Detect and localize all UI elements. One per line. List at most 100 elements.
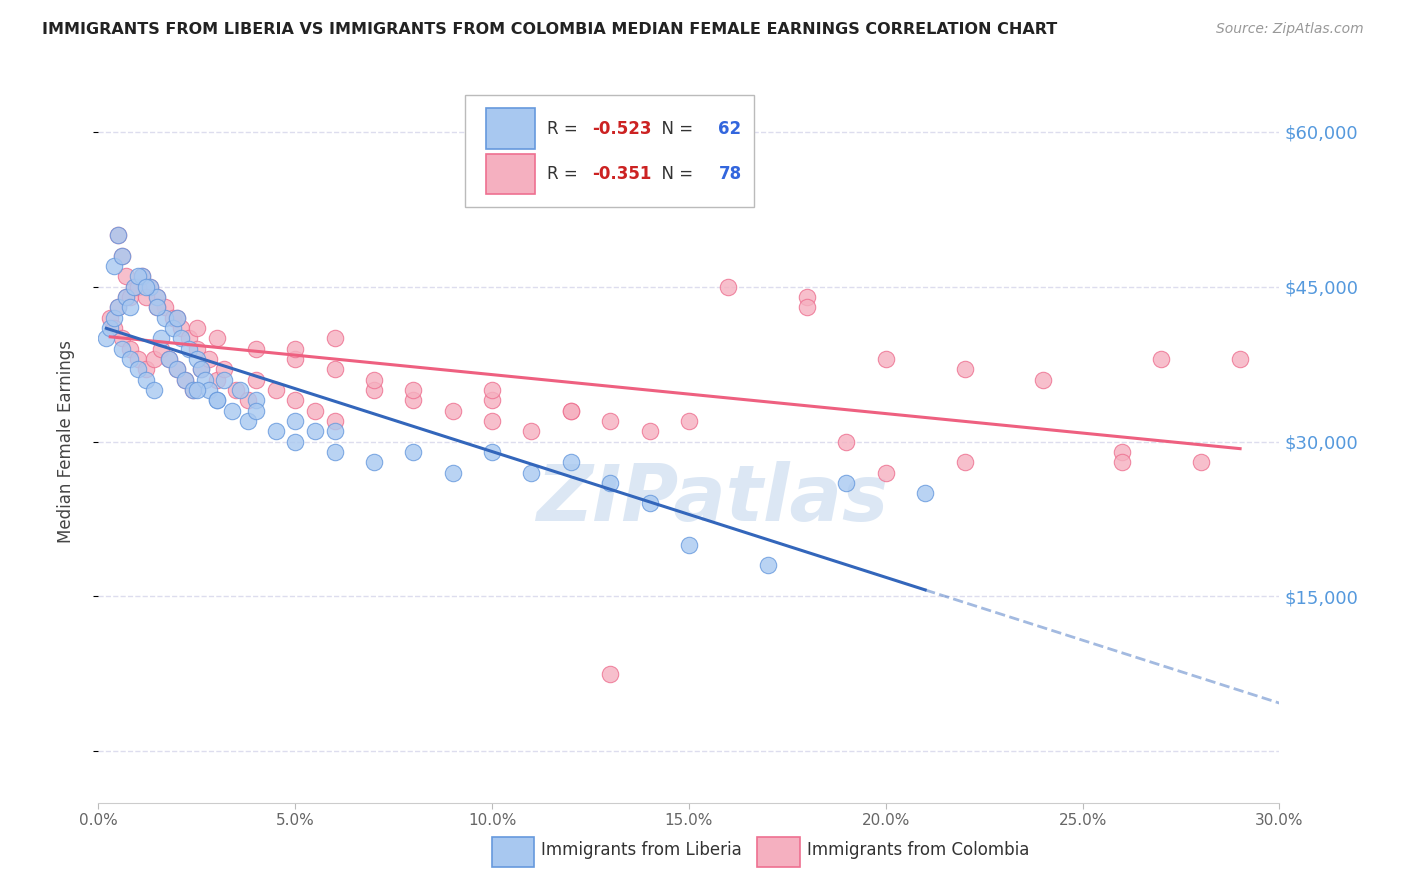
- Point: [157, 351, 180, 366]
- Point: [122, 279, 145, 293]
- Point: [1150, 351, 1173, 366]
- Text: -0.351: -0.351: [592, 165, 651, 183]
- Point: [599, 414, 621, 428]
- Point: [205, 393, 228, 408]
- Point: [323, 362, 346, 376]
- Point: [205, 393, 228, 408]
- Point: [157, 351, 180, 366]
- Point: [155, 301, 177, 315]
- Point: [107, 228, 129, 243]
- Point: [225, 383, 247, 397]
- Point: [363, 455, 385, 469]
- Point: [181, 383, 204, 397]
- Point: [638, 424, 661, 438]
- Point: [796, 301, 818, 315]
- Point: [599, 475, 621, 490]
- Point: [323, 414, 346, 428]
- Point: [560, 403, 582, 417]
- Point: [560, 455, 582, 469]
- Point: [441, 403, 464, 417]
- Point: [174, 373, 197, 387]
- Point: [205, 331, 228, 345]
- Point: [98, 310, 121, 325]
- Point: [264, 383, 287, 397]
- Point: [131, 269, 153, 284]
- Text: Immigrants from Liberia: Immigrants from Liberia: [541, 841, 742, 859]
- Point: [835, 434, 858, 449]
- Point: [142, 383, 165, 397]
- Point: [363, 383, 385, 397]
- Point: [221, 403, 243, 417]
- Point: [245, 342, 267, 356]
- Point: [150, 342, 173, 356]
- Point: [146, 290, 169, 304]
- Point: [127, 279, 149, 293]
- Point: [107, 228, 129, 243]
- Text: ZIPatlas: ZIPatlas: [537, 461, 889, 537]
- Point: [107, 301, 129, 315]
- Point: [835, 475, 858, 490]
- Point: [118, 342, 141, 356]
- Point: [103, 310, 125, 325]
- Point: [284, 414, 307, 428]
- Point: [481, 383, 503, 397]
- Point: [520, 466, 543, 480]
- Point: [131, 269, 153, 284]
- Point: [756, 558, 779, 573]
- Point: [127, 351, 149, 366]
- Text: 62: 62: [718, 120, 741, 137]
- Point: [122, 279, 145, 293]
- Point: [166, 310, 188, 325]
- Point: [174, 373, 197, 387]
- Point: [1189, 455, 1212, 469]
- FancyBboxPatch shape: [464, 95, 754, 207]
- Point: [118, 290, 141, 304]
- Point: [186, 351, 208, 366]
- Point: [103, 259, 125, 273]
- Point: [402, 393, 425, 408]
- Point: [127, 362, 149, 376]
- Point: [190, 362, 212, 376]
- Point: [135, 362, 157, 376]
- Point: [111, 342, 134, 356]
- Point: [481, 445, 503, 459]
- Point: [166, 362, 188, 376]
- Text: Immigrants from Colombia: Immigrants from Colombia: [807, 841, 1029, 859]
- Point: [197, 383, 219, 397]
- Point: [875, 351, 897, 366]
- Text: R =: R =: [547, 120, 583, 137]
- Point: [194, 373, 217, 387]
- Point: [214, 373, 236, 387]
- Point: [98, 321, 121, 335]
- Point: [875, 466, 897, 480]
- FancyBboxPatch shape: [492, 837, 534, 867]
- Point: [441, 466, 464, 480]
- Point: [118, 301, 141, 315]
- Point: [138, 279, 160, 293]
- Point: [118, 351, 141, 366]
- Point: [481, 393, 503, 408]
- Point: [229, 383, 252, 397]
- Point: [1032, 373, 1054, 387]
- Point: [135, 290, 157, 304]
- Point: [107, 301, 129, 315]
- Point: [796, 290, 818, 304]
- Point: [304, 424, 326, 438]
- Point: [323, 424, 346, 438]
- FancyBboxPatch shape: [758, 837, 800, 867]
- Point: [284, 434, 307, 449]
- Point: [146, 301, 169, 315]
- Point: [197, 351, 219, 366]
- Point: [181, 383, 204, 397]
- Point: [177, 331, 200, 345]
- Y-axis label: Median Female Earnings: Median Female Earnings: [56, 340, 75, 543]
- Point: [162, 310, 184, 325]
- Point: [135, 373, 157, 387]
- Point: [402, 383, 425, 397]
- Point: [520, 424, 543, 438]
- Point: [953, 455, 976, 469]
- Point: [953, 362, 976, 376]
- Point: [284, 342, 307, 356]
- Point: [150, 331, 173, 345]
- Point: [111, 331, 134, 345]
